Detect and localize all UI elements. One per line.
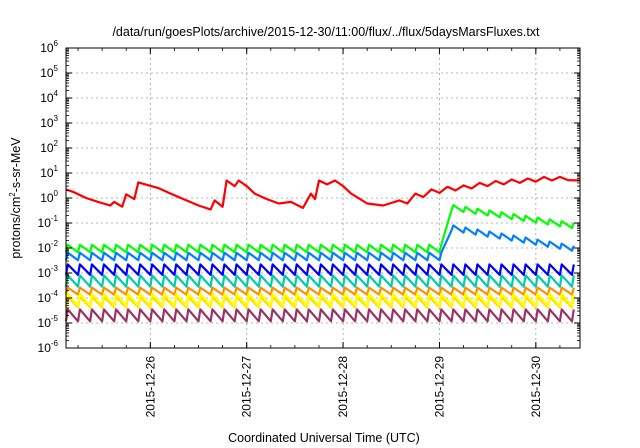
y-tick-label: 10-5 bbox=[38, 314, 59, 330]
chart-title: /data/run/goesPlots/archive/2015-12-30/1… bbox=[112, 25, 540, 39]
y-tick-label: 101 bbox=[40, 164, 58, 180]
x-axis: 2015-12-26 2015-12-27 2015-12-28 2015-12-29… bbox=[77, 48, 561, 418]
y-tick-label: 10-3 bbox=[38, 264, 59, 280]
x-tick-label: 2015-12-27 bbox=[240, 356, 254, 418]
y-tick-label: 105 bbox=[40, 64, 58, 80]
series-line bbox=[64, 308, 575, 323]
y-tick-label: 10-4 bbox=[38, 289, 59, 305]
x-tick-label: 2015-12-26 bbox=[143, 356, 157, 418]
x-tick-label: 2015-12-30 bbox=[529, 356, 543, 418]
y-tick-label: 10-2 bbox=[38, 239, 59, 255]
y-tick-label: 10-6 bbox=[38, 339, 59, 355]
series-line bbox=[64, 274, 575, 288]
series-line bbox=[64, 204, 575, 254]
y-axis: 10-6 10-5 10-4 10-3 10-2 10-1 100 101 102 103 104 1… bbox=[38, 39, 580, 355]
series-line bbox=[64, 263, 575, 276]
y-tick-label: 10-1 bbox=[38, 214, 59, 230]
x-tick-label: 2015-12-29 bbox=[432, 356, 446, 418]
series-line bbox=[64, 292, 575, 308]
y-tick-label: 104 bbox=[40, 89, 58, 105]
y-tick-label: 100 bbox=[40, 189, 58, 205]
y-tick-label: 102 bbox=[40, 139, 58, 155]
y-tick-label: 106 bbox=[40, 39, 58, 55]
series-layer bbox=[64, 175, 581, 323]
series-line bbox=[65, 175, 581, 211]
x-tick-label: 2015-12-28 bbox=[336, 356, 350, 418]
x-axis-label: Coordinated Universal Time (UTC) bbox=[228, 431, 420, 445]
series-line bbox=[64, 224, 575, 262]
y-axis-label: protons/cm2-s-sr-MeV bbox=[8, 137, 23, 259]
grid bbox=[66, 48, 580, 348]
series-line bbox=[64, 286, 575, 296]
y-tick-label: 103 bbox=[40, 114, 58, 130]
